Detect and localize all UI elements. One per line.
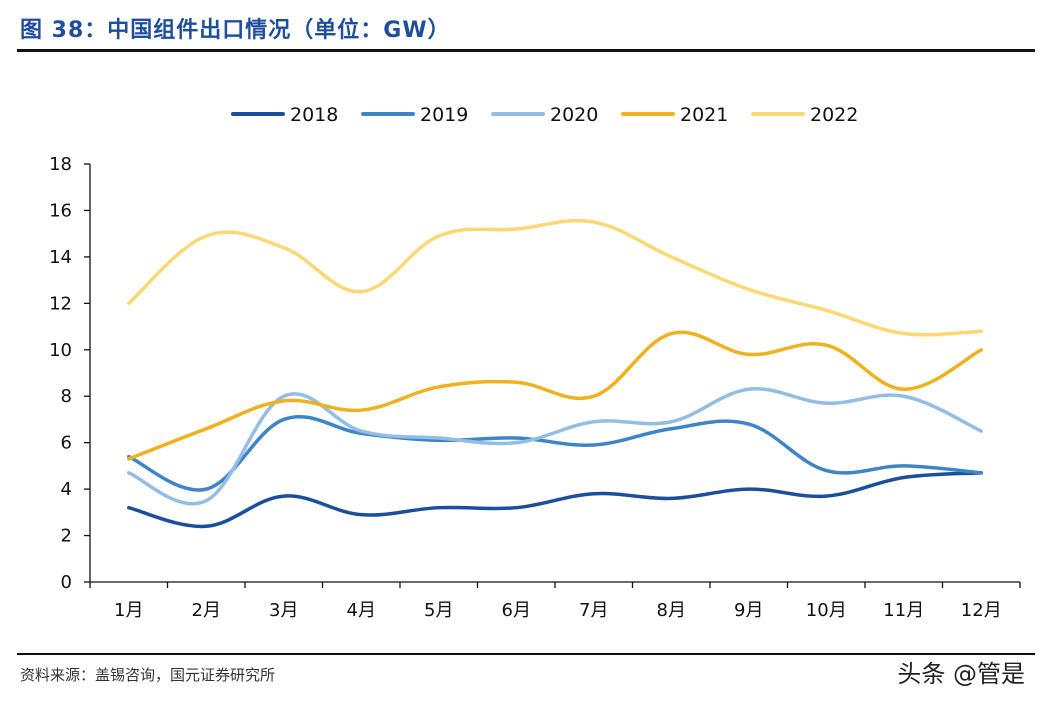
series-line-2022 <box>127 218 983 337</box>
y-tick-label: 4 <box>61 479 72 500</box>
chart-axes: 0 2 4 6 8 10 12 14 16 18 1月 2月 3月 4月 5月 6月 7月 8月 9月 10月 11月 1… <box>49 154 1021 621</box>
series-line-2020 <box>127 387 983 506</box>
legend-label-2018: 2018 <box>290 104 338 126</box>
legend-label-2022: 2022 <box>810 104 858 126</box>
y-tick-label: 0 <box>61 572 72 593</box>
y-tick-label: 6 <box>61 433 72 454</box>
y-tick-label: 14 <box>49 247 72 268</box>
x-tick-label: 4月 <box>347 600 376 621</box>
x-tick-label: 3月 <box>269 600 298 621</box>
x-tick-label: 12月 <box>961 600 1002 621</box>
y-tick-label: 10 <box>49 340 72 361</box>
y-tick-label: 2 <box>61 526 72 547</box>
series-line-2021 <box>127 330 983 461</box>
x-tick-label: 9月 <box>734 600 763 621</box>
x-tick-label: 5月 <box>424 600 453 621</box>
y-tick-label: 18 <box>49 154 72 175</box>
chart-series <box>127 218 983 529</box>
x-tick-label: 7月 <box>579 600 608 621</box>
legend-label-2019: 2019 <box>420 104 468 126</box>
x-tick-label: 10月 <box>806 600 847 621</box>
source-note: 资料来源：盖锡咨询，国元证券研究所 <box>20 666 276 684</box>
watermark: 头条 @管是 <box>897 660 1025 688</box>
legend-label-2021: 2021 <box>680 104 728 126</box>
chart-legend: 2018 2019 2020 2021 2022 <box>231 104 858 126</box>
legend-label-2020: 2020 <box>550 104 598 126</box>
figure-title: 图 38：中国组件出口情况（单位：GW） <box>20 18 451 43</box>
bottom-rule <box>17 653 1035 655</box>
x-tick-label: 6月 <box>502 600 531 621</box>
y-tick-label: 8 <box>61 386 72 407</box>
x-tick-label: 8月 <box>657 600 686 621</box>
y-tick-label: 16 <box>49 200 72 221</box>
x-tick-label: 1月 <box>114 600 143 621</box>
x-tick-label: 2月 <box>192 600 221 621</box>
x-tick-label: 11月 <box>883 600 924 621</box>
series-line-2019 <box>127 414 983 492</box>
top-rule <box>17 49 1035 52</box>
y-tick-label: 12 <box>49 293 72 314</box>
series-line-2018 <box>127 471 983 529</box>
